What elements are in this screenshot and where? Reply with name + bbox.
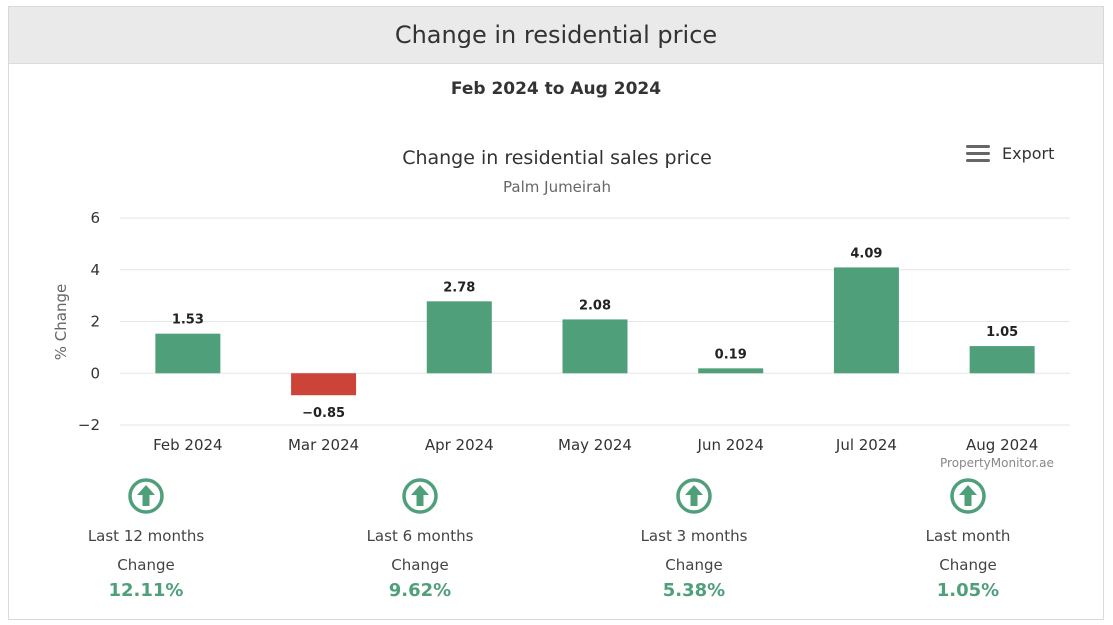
hamburger-menu-icon (966, 144, 990, 163)
arrow-up-circle-icon (950, 478, 986, 514)
summary-6-months: Last 6 months Change 9.62% (310, 477, 530, 601)
export-button[interactable]: Export (966, 144, 1054, 163)
x-tick-label: Feb 2024 (153, 436, 223, 454)
y-tick-label: 4 (90, 261, 100, 279)
summary-label: Last 3 months (640, 527, 748, 545)
data-label: 2.78 (443, 280, 475, 295)
bar-jul-2024[interactable] (833, 267, 899, 374)
x-tick-label: Aug 2024 (966, 436, 1038, 454)
period-label: Feb 2024 to Aug 2024 (450, 79, 662, 99)
bar-aug-2024[interactable] (969, 346, 1035, 374)
data-label: 4.09 (850, 246, 882, 261)
data-label: 2.08 (579, 298, 611, 313)
x-tick-label: Jul 2024 (835, 436, 897, 454)
chart-subtitle: Palm Jumeirah (503, 178, 611, 196)
summary-value: 12.11% (108, 580, 184, 601)
summary-sub: Change (665, 556, 723, 574)
summary-sub: Change (939, 556, 997, 574)
summary-last-month: Last month Change 1.05% (858, 477, 1078, 601)
arrow-up-circle-icon (676, 478, 712, 514)
card-title: Change in residential price (9, 7, 1103, 64)
summary-label: Last 12 months (87, 527, 205, 545)
summary-value: 9.62% (388, 580, 452, 601)
summary-label: Last 6 months (366, 527, 474, 545)
y-tick-label: 6 (90, 209, 100, 227)
y-tick-label: 2 (90, 313, 100, 331)
y-axis-title: % Change (52, 284, 70, 360)
x-tick-label: Apr 2024 (425, 436, 494, 454)
price-change-card: Change in residential price Feb 2024 to … (8, 6, 1104, 620)
bar-jun-2024[interactable] (698, 368, 764, 374)
data-label: −0.85 (302, 406, 345, 421)
x-tick-label: May 2024 (558, 436, 632, 454)
x-axis-ticks: Feb 2024 Mar 2024 Apr 2024 May 2024 Jun 2024… (153, 436, 1038, 454)
y-axis-ticks: 6 4 2 0 −2 (78, 209, 100, 434)
summary-sub: Change (117, 556, 175, 574)
summary-3-months: Last 3 months Change 5.38% (584, 477, 804, 601)
credit-link[interactable]: PropertyMonitor.ae (940, 456, 1054, 470)
arrow-up-circle-icon (128, 478, 164, 514)
bars (155, 267, 1035, 396)
summary-12-months: Last 12 months Change 12.11% (36, 477, 256, 601)
bar-may-2024[interactable] (562, 319, 628, 374)
x-tick-label: Jun 2024 (697, 436, 764, 454)
x-tick-label: Mar 2024 (288, 436, 359, 454)
bar-feb-2024[interactable] (155, 333, 221, 374)
summary-value: 1.05% (936, 580, 1000, 601)
summary-sub: Change (391, 556, 449, 574)
bar-apr-2024[interactable] (426, 301, 492, 374)
data-label: 1.53 (172, 313, 204, 328)
data-labels: 1.53 −0.85 2.78 2.08 0.19 4.09 1.05 (172, 246, 1018, 421)
y-tick-label: 0 (90, 364, 100, 382)
arrow-up-circle-icon (402, 478, 438, 514)
chart-title: Change in residential sales price (402, 147, 712, 169)
y-tick-label: −2 (78, 416, 100, 434)
bar-mar-2024[interactable] (291, 373, 357, 396)
bar-chart: Change in residential sales price Palm J… (52, 147, 1070, 454)
data-label: 0.19 (715, 347, 747, 362)
summary-value: 5.38% (662, 580, 726, 601)
export-label: Export (1002, 144, 1055, 163)
data-label: 1.05 (986, 325, 1018, 340)
summary-label: Last month (925, 527, 1011, 545)
